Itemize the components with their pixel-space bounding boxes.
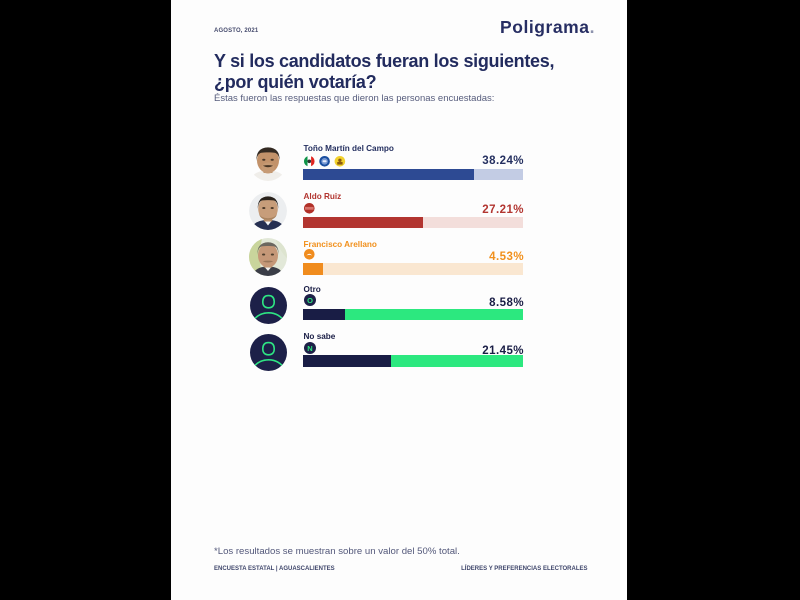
svg-text:N: N — [307, 344, 312, 353]
svg-text:O: O — [307, 296, 313, 305]
